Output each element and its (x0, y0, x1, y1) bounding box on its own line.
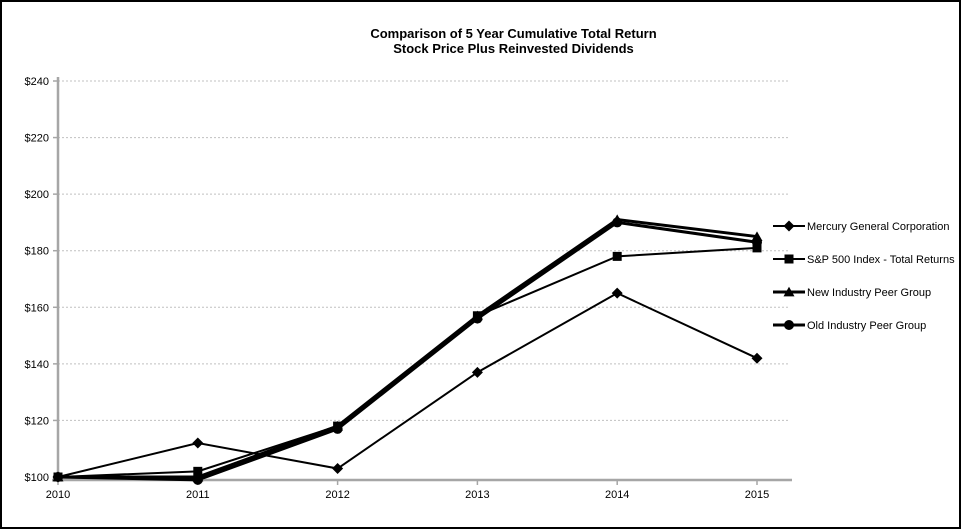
series-old-industry-peer-group (53, 217, 762, 485)
y-axis-label: $220 (25, 133, 49, 145)
y-axis-label: $140 (25, 359, 49, 371)
series-mercury-general-corporation-diamond-marker (471, 366, 483, 378)
legend-item-s-p-500-index-total-returns: S&P 500 Index - Total Returns (773, 254, 955, 266)
series-mercury-general-corporation-diamond-marker (332, 463, 344, 475)
series-mercury-general-corporation-diamond-marker (611, 287, 623, 299)
legend-triangle-marker (783, 286, 795, 297)
legend-label: Old Industry Peer Group (807, 320, 926, 332)
x-axis-label: 2011 (186, 489, 210, 501)
series-mercury-general-corporation (52, 287, 763, 483)
x-axis-label: 2015 (745, 489, 769, 501)
series-old-industry-peer-group-circle-marker (612, 217, 623, 228)
y-axis-label: $200 (25, 189, 49, 201)
chart-title: Comparison of 5 Year Cumulative Total Re… (2, 26, 959, 56)
x-axis-label: 2014 (605, 489, 629, 501)
x-axis-label: 2012 (325, 489, 349, 501)
y-axis-label: $160 (25, 302, 49, 314)
series-old-industry-peer-group-circle-marker (53, 472, 63, 482)
legend-square-marker (784, 254, 794, 264)
legend-label: Mercury General Corporation (807, 221, 949, 233)
legend-label: New Industry Peer Group (807, 287, 931, 299)
series-mercury-general-corporation-diamond-marker (192, 437, 204, 449)
y-axis-label: $100 (25, 472, 49, 484)
series-mercury-general-corporation-line (57, 292, 758, 478)
legend-item-mercury-general-corporation: Mercury General Corporation (773, 220, 949, 233)
series-old-industry-peer-group-circle-marker (472, 313, 483, 324)
series-mercury-general-corporation-diamond-marker (751, 352, 763, 364)
series-old-industry-peer-group-circle-marker (192, 474, 203, 485)
legend-item-old-industry-peer-group: Old Industry Peer Group (773, 320, 926, 332)
x-axis-label: 2010 (46, 489, 70, 501)
y-axis-label: $240 (25, 76, 49, 88)
series-s-p-500-index-total-returns (53, 243, 762, 482)
chart-title-line1: Comparison of 5 Year Cumulative Total Re… (370, 26, 657, 41)
legend-diamond-marker (783, 220, 795, 232)
series-old-industry-peer-group-line (57, 220, 758, 482)
chart-title-line2: Stock Price Plus Reinvested Dividends (393, 41, 634, 56)
legend-item-new-industry-peer-group: New Industry Peer Group (773, 286, 931, 299)
x-axis-label: 2013 (465, 489, 489, 501)
series-old-industry-peer-group-circle-marker (332, 423, 343, 434)
legend: Mercury General Corporation S&P 500 Index… (773, 220, 955, 332)
series-old-industry-peer-group-circle-marker (752, 237, 762, 248)
series-new-industry-peer-group-line (58, 218, 758, 479)
series-s-p-500-index-total-returns-square-marker (752, 243, 762, 253)
legend-circle-marker (784, 320, 794, 330)
legend-label: S&P 500 Index - Total Returns (807, 254, 955, 266)
series-s-p-500-index-total-returns-square-marker (612, 251, 622, 261)
series-s-p-500-index-total-returns-square-marker (193, 466, 203, 476)
y-axis-label: $180 (25, 246, 49, 258)
y-axis-label: $120 (25, 415, 49, 427)
series-s-p-500-index-total-returns-line (57, 246, 758, 478)
